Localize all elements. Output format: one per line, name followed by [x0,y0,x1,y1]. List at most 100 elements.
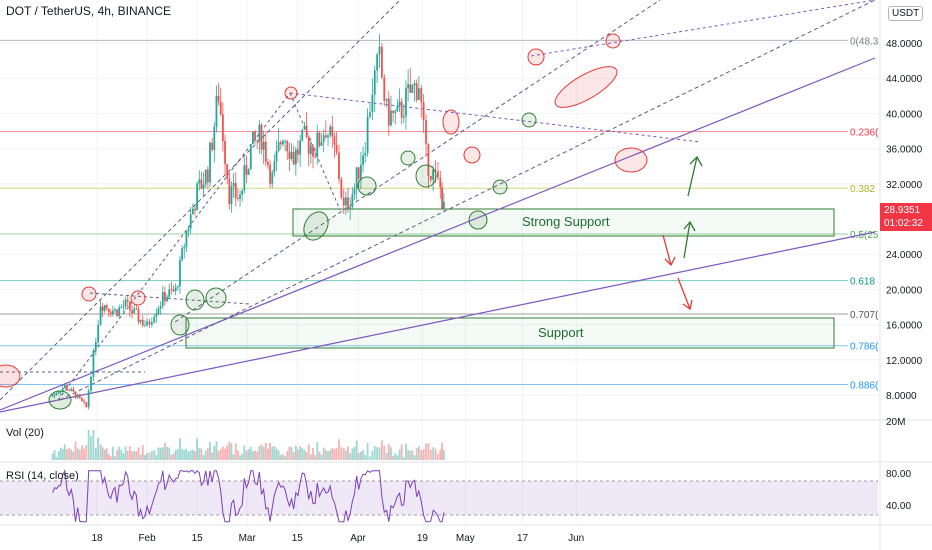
volume-bar [277,450,280,460]
volume-bar [258,446,261,460]
volume-bar [179,438,181,460]
volume-axis-tick: 20M [886,417,905,428]
volume-bar [305,451,308,460]
candle [299,134,302,168]
candle [226,163,229,185]
candle [198,170,201,191]
candle [243,157,246,194]
up-arrow [687,155,703,197]
candle [273,153,276,177]
volume-bar [131,451,133,460]
volume-bar [292,452,295,460]
candle [394,109,397,125]
volume-bar [116,450,118,460]
volume-bar [221,446,224,460]
fib-label: 0.618 [850,277,875,288]
volume-bar [402,457,405,460]
candle [415,79,418,103]
volume-bar [170,454,173,460]
time-axis: 18 Feb 15 Mar 15 Apr 19 May 17 Jun [91,533,584,544]
volume-bar [146,452,148,460]
red-marker [81,286,97,302]
volume-bar [333,449,336,460]
volume-bar [392,455,394,460]
green-marker [205,287,227,309]
candle [307,135,310,167]
volume-bar [99,444,102,460]
candle [353,183,356,201]
candle [63,383,66,389]
candle [422,94,425,133]
currency-selector[interactable]: USDT [888,6,924,21]
price-tick: 40.0000 [886,109,923,120]
green-marker [400,150,416,166]
volume-bar [279,454,282,460]
price-tick: 16.0000 [886,321,923,332]
candle [349,197,352,221]
candle [373,65,376,112]
candle [429,175,432,182]
volume-bar [137,447,140,460]
candle [221,102,224,152]
candle [413,80,416,102]
volume-pane [51,430,445,460]
volume-bar [405,443,407,460]
volume-bar [407,449,410,460]
candle [264,132,267,167]
volume-bar [206,448,209,460]
volume-bar [299,446,302,460]
candle [194,205,196,216]
volume-bar [264,443,267,460]
candle [407,69,410,102]
candle [290,143,293,161]
price-tick: 12.0000 [886,356,923,367]
candle [224,134,226,175]
volume-bar [364,454,367,460]
resistance-line [530,0,876,57]
green-marker [415,164,437,188]
volume-bar [174,449,177,460]
volume-bar [196,438,199,460]
volume-bar [187,451,190,460]
candle [362,146,364,173]
candle [172,285,175,293]
candle [111,305,114,317]
candle [271,170,274,189]
candle [232,173,235,198]
red-marker [463,146,481,164]
volume-bar [398,449,401,460]
volume-bar [155,455,158,460]
volume-bar [57,451,60,460]
rsi-pane [0,469,878,523]
candle-countdown: 01:02:32 [884,218,923,229]
candle [442,192,445,211]
volume-bar [72,451,75,460]
volume-bar [338,439,340,460]
direction-arrows [662,155,703,311]
candle [181,245,184,263]
candle [230,181,233,213]
volume-bar [290,447,293,460]
candle [68,388,71,392]
volume-bar [224,448,226,460]
candle [209,141,211,188]
volume-bar [189,450,192,460]
candle [316,124,319,165]
candle [378,34,381,68]
price-tick: 32.0000 [886,180,923,191]
volume-bar [70,449,73,460]
candle [124,296,127,311]
current-price-tag: 28.9351 01:02:32 [880,203,932,231]
volume-bar [239,455,241,460]
candle [109,309,112,318]
volume-bar [316,441,319,460]
volume-bar [198,448,201,460]
green-marker [170,314,190,336]
candle [213,122,216,163]
candle [312,143,314,169]
price-tick: 8.0000 [886,391,917,402]
volume-bar [236,450,239,460]
volume-bar [150,451,153,460]
red-marker [554,66,618,108]
candle [241,189,244,202]
